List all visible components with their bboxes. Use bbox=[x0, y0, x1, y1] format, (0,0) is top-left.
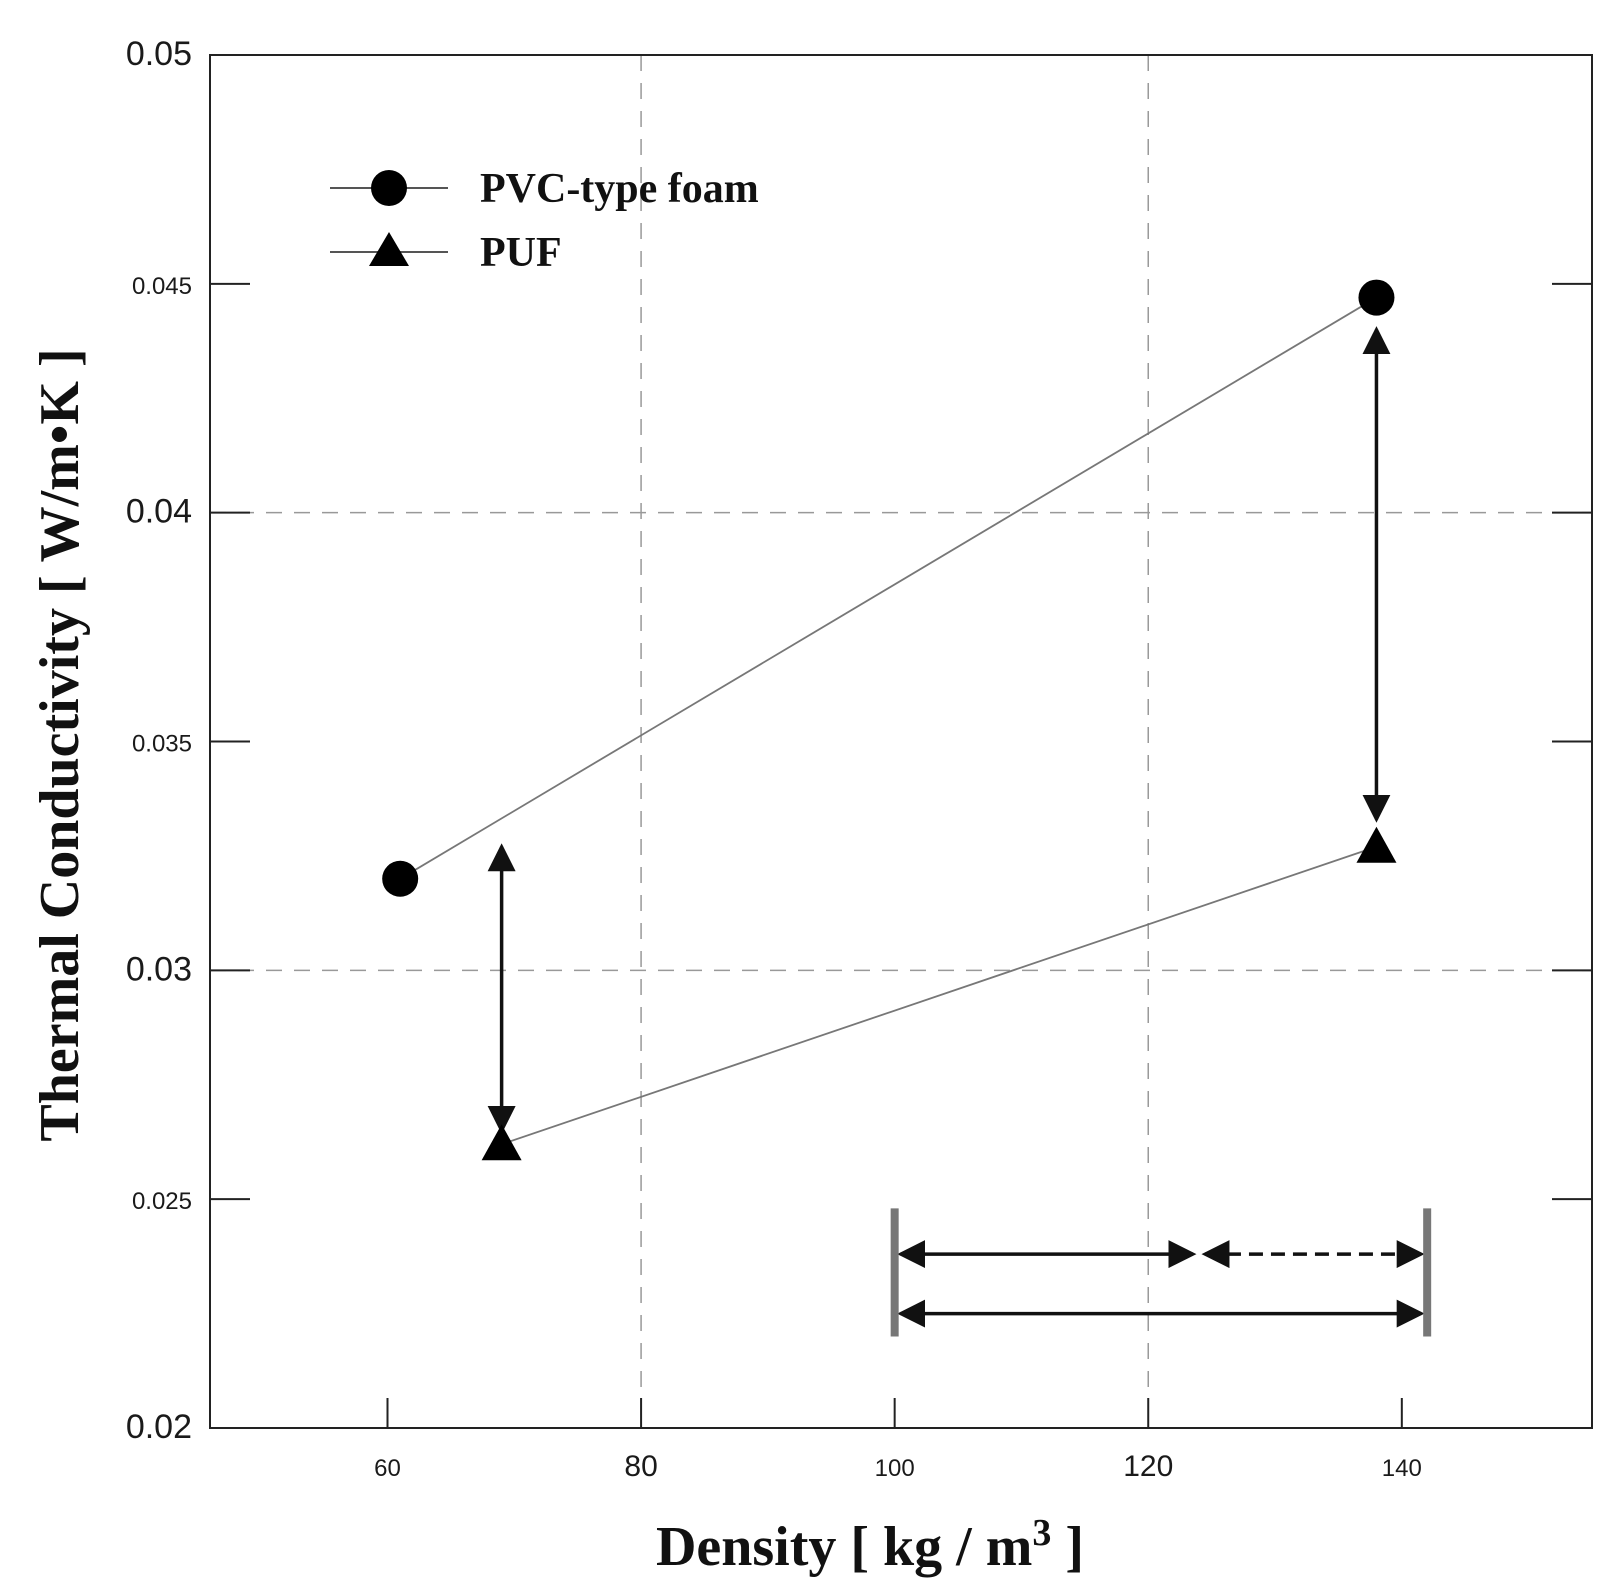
x-tick-label: 80 bbox=[624, 1450, 657, 1483]
x-axis-title: Density [ kg / m3 ] bbox=[656, 1512, 1084, 1578]
legend-label-puf: PUF bbox=[480, 230, 562, 276]
y-tick-label: 0.025 bbox=[132, 1188, 192, 1215]
tick-labels: 0.02 0.025 0.03 0.035 0.04 0.045 0.05 60 80 100 12… bbox=[126, 35, 1422, 1483]
y-tick-label: 0.035 bbox=[132, 731, 192, 758]
annotation-arrows bbox=[487, 326, 1432, 1337]
y-tick-label: 0.04 bbox=[126, 493, 192, 531]
data-point-puf bbox=[1356, 826, 1397, 863]
legend: PVC-type foam PUF bbox=[330, 166, 759, 276]
y-tick-label: 0.02 bbox=[126, 1408, 192, 1446]
y-tick-label: 0.05 bbox=[126, 35, 192, 73]
x-axis-title-end: ] bbox=[1051, 1516, 1084, 1578]
x-tick-label: 120 bbox=[1123, 1450, 1173, 1483]
y-tick-label: 0.03 bbox=[126, 950, 192, 988]
x-axis-title-superscript: 3 bbox=[1032, 1512, 1051, 1554]
series-line-1 bbox=[501, 845, 1377, 1146]
y-axis-title: Thermal Conductivity [ W/m•K ] bbox=[29, 348, 91, 1141]
data-point-puf bbox=[481, 1124, 522, 1161]
series-lines bbox=[399, 296, 1377, 1146]
series-line-0 bbox=[399, 296, 1377, 880]
legend-label-pvc: PVC-type foam bbox=[480, 166, 759, 212]
plot-frame bbox=[209, 54, 1593, 1429]
grid-lines bbox=[210, 55, 1592, 1428]
x-tick-label: 60 bbox=[374, 1455, 401, 1482]
x-axis-title-main: Density [ kg / m bbox=[656, 1516, 1032, 1578]
data-point-pvc bbox=[1358, 279, 1395, 316]
legend-marker-pvc bbox=[371, 170, 407, 206]
data-points bbox=[382, 279, 1397, 1161]
axis-ticks bbox=[210, 54, 1592, 1429]
y-tick-label: 0.045 bbox=[132, 273, 192, 300]
x-tick-label: 140 bbox=[1382, 1455, 1422, 1482]
legend-marker-puf bbox=[369, 232, 409, 266]
data-point-pvc bbox=[382, 860, 419, 897]
x-tick-label: 100 bbox=[875, 1455, 915, 1482]
